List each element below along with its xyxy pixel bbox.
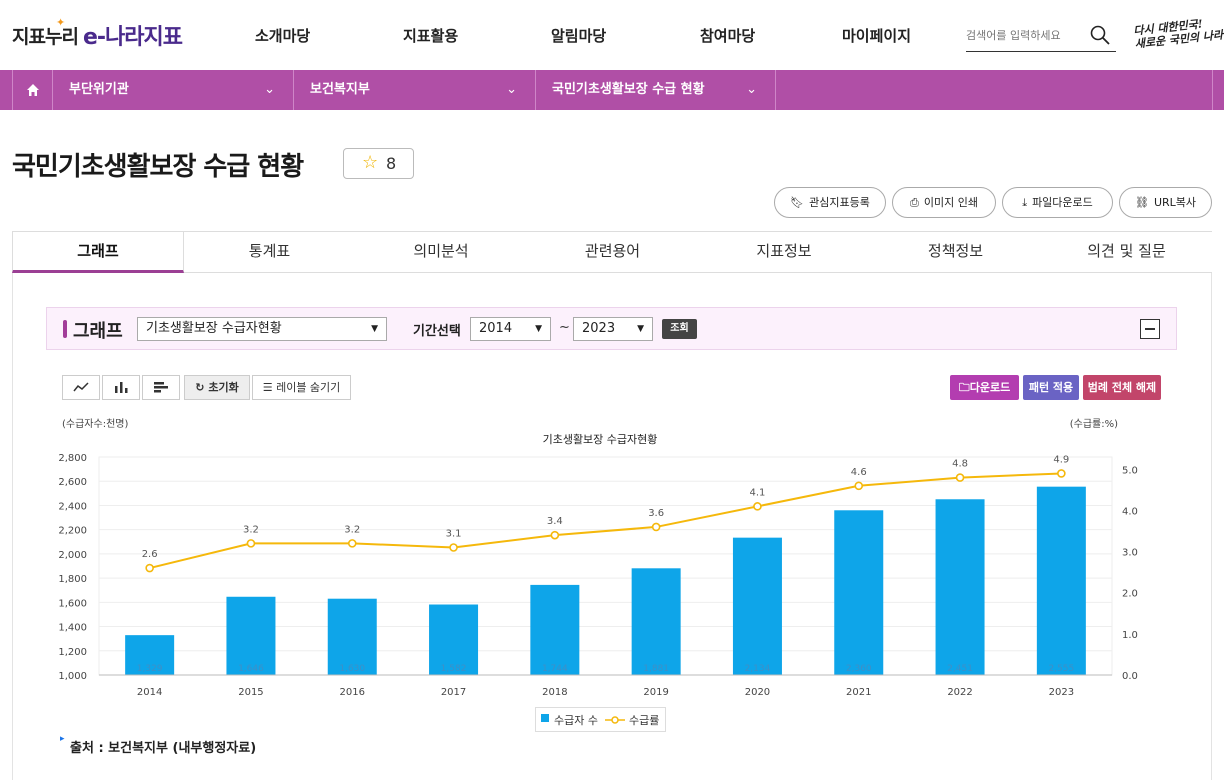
breadcrumb-label: 국민기초생활보장 수급 현황 (552, 82, 705, 97)
menu-mypage[interactable]: 마이페이지 (842, 27, 912, 45)
tab-indicator-info[interactable]: 지표정보 (756, 242, 812, 260)
source-text: 출처 : 보건복지부 (내부행정자료) (70, 741, 257, 756)
graph-control-bar: 그래프 기초생활보장 수급자현황 ▼ 기간선택 2014 ▼ ~ 2023 ▼ … (46, 307, 1177, 350)
legend-bar-swatch (541, 714, 549, 722)
button-label: 이미지 인쇄 (923, 196, 978, 209)
home-button[interactable] (12, 70, 52, 110)
content-tabs: 그래프 통계표 의미분석 관련용어 지표정보 정책정보 의견 및 질문 (12, 231, 1212, 273)
apply-pattern-button[interactable]: 패턴 적용 (1023, 375, 1079, 400)
tab-terms[interactable]: 관련용어 (584, 242, 641, 260)
chevron-down-icon: ⌄ (746, 82, 757, 97)
collapse-button[interactable] (1140, 319, 1160, 339)
logo-star-icon: ✦ (56, 16, 65, 29)
period-separator: ~ (559, 320, 570, 335)
tab-graph[interactable]: 그래프 (12, 232, 184, 273)
breadcrumb: 부단위기관 ⌄ 보건복지부 ⌄ 국민기초생활보장 수급 현황 ⌄ (0, 70, 1224, 110)
menu-intro[interactable]: 소개마당 (255, 27, 311, 45)
jipyonuri-logo[interactable]: 지표누리 ✦ (12, 16, 79, 49)
button-label: 파일다운로드 (1032, 196, 1093, 209)
legend-off-button[interactable]: 범례 전체 해제 (1083, 375, 1161, 400)
reset-button[interactable]: ↻ 초기화 (184, 375, 250, 400)
search-icon[interactable] (1090, 25, 1110, 45)
legend-line-swatch (605, 716, 625, 724)
horizontal-bar-button[interactable] (142, 375, 180, 400)
hide-labels-label: 레이블 숨기기 (276, 381, 341, 394)
bookmark-icon: 🔖︎ (790, 196, 805, 209)
link-icon: ⛓︎ (1134, 196, 1149, 209)
caret-down-icon: ▼ (371, 324, 378, 334)
tab-qna[interactable]: 의견 및 질문 (1087, 242, 1166, 260)
government-slogan: 다시 대한민국! 새로운 국민의 나라 (1133, 15, 1224, 50)
enaraindex-logo[interactable]: e-나라지표 (83, 25, 183, 50)
query-button[interactable]: 조회 (662, 319, 697, 339)
menu-participation[interactable]: 참여마당 (700, 27, 756, 45)
chevron-down-icon: ⌄ (506, 82, 517, 97)
folder-icon: 🗀︎ (958, 381, 970, 394)
source-note: ▸ 출처 : 보건복지부 (내부행정자료) (60, 734, 257, 756)
menu-notice[interactable]: 알림마당 (551, 27, 607, 45)
download-label: 다운로드 (969, 381, 1011, 394)
period-label: 기간선택 (413, 324, 461, 339)
horizontal-bar-icon (154, 382, 168, 393)
add-interest-button[interactable]: 🔖︎ 관심지표등록 (774, 187, 886, 218)
bar-chart-button[interactable] (102, 375, 140, 400)
breadcrumb-ministry[interactable]: 보건복지부 ⌄ (293, 70, 535, 110)
period-from-value: 2014 (479, 321, 513, 336)
download-icon: ⤓ (1022, 196, 1028, 209)
section-marker (63, 320, 67, 338)
favorite-count: 8 (386, 154, 397, 173)
legend-line-item[interactable]: 수급률 (629, 714, 660, 727)
home-icon (26, 84, 39, 96)
search-box (966, 22, 1116, 52)
chart-select-value: 기초생활보장 수급자현황 (146, 321, 282, 336)
page-title: 국민기초생활보장 수급 현황 (12, 152, 304, 182)
legend-bar-item[interactable]: 수급자 수 (554, 714, 598, 727)
caret-down-icon: ▼ (637, 324, 644, 334)
breadcrumb-end-divider (1212, 70, 1224, 110)
caret-down-icon: ▼ (535, 324, 542, 334)
favorite-button[interactable]: ☆ 8 (343, 148, 414, 179)
period-from-select[interactable]: 2014 ▼ (470, 317, 551, 341)
file-download-button[interactable]: ⤓ 파일다운로드 (1002, 187, 1113, 218)
line-chart-button[interactable] (62, 375, 100, 400)
printer-icon: ⎙ (910, 196, 919, 209)
period-to-value: 2023 (582, 321, 616, 336)
chevron-down-icon: ⌄ (264, 82, 275, 97)
tab-table[interactable]: 통계표 (248, 242, 291, 260)
logo-primary-text: 지표누리 (12, 26, 79, 48)
bullet-icon: ▸ (60, 734, 65, 744)
period-to-select[interactable]: 2023 ▼ (573, 317, 653, 341)
search-input[interactable] (966, 22, 1084, 48)
button-label: URL복사 (1153, 196, 1197, 209)
breadcrumb-label: 보건복지부 (310, 82, 370, 97)
print-image-button[interactable]: ⎙ 이미지 인쇄 (892, 187, 996, 218)
tab-policy-info[interactable]: 정책정보 (927, 242, 984, 260)
reset-label: 초기화 (208, 381, 239, 394)
top-header: 지표누리 ✦ e-나라지표 소개마당 지표활용 알림마당 참여마당 마이페이지 … (0, 0, 1224, 70)
bar-chart-icon (115, 382, 128, 393)
menu-usage[interactable]: 지표활용 (403, 27, 459, 45)
chart-legend: 수급자 수 수급률 (535, 707, 666, 732)
hide-labels-button[interactable]: ☰ 레이블 숨기기 (252, 375, 351, 400)
star-icon: ☆ (362, 152, 379, 173)
button-label: 관심지표등록 (809, 196, 870, 209)
list-icon: ☰ (262, 381, 273, 394)
refresh-icon: ↻ (195, 381, 205, 394)
breadcrumb-label: 부단위기관 (69, 82, 129, 97)
graph-section-title: 그래프 (73, 321, 123, 342)
copy-url-button[interactable]: ⛓︎ URL복사 (1119, 187, 1212, 218)
line-chart-icon (73, 382, 89, 392)
tab-analysis[interactable]: 의미분석 (413, 242, 469, 260)
chart-select[interactable]: 기초생활보장 수급자현황 ▼ (137, 317, 387, 341)
chart-download-button[interactable]: 🗀︎다운로드 (950, 375, 1019, 400)
breadcrumb-indicator[interactable]: 국민기초생활보장 수급 현황 ⌄ (535, 70, 776, 110)
tab-panel (12, 273, 1212, 780)
breadcrumb-agency-type[interactable]: 부단위기관 ⌄ (52, 70, 293, 110)
